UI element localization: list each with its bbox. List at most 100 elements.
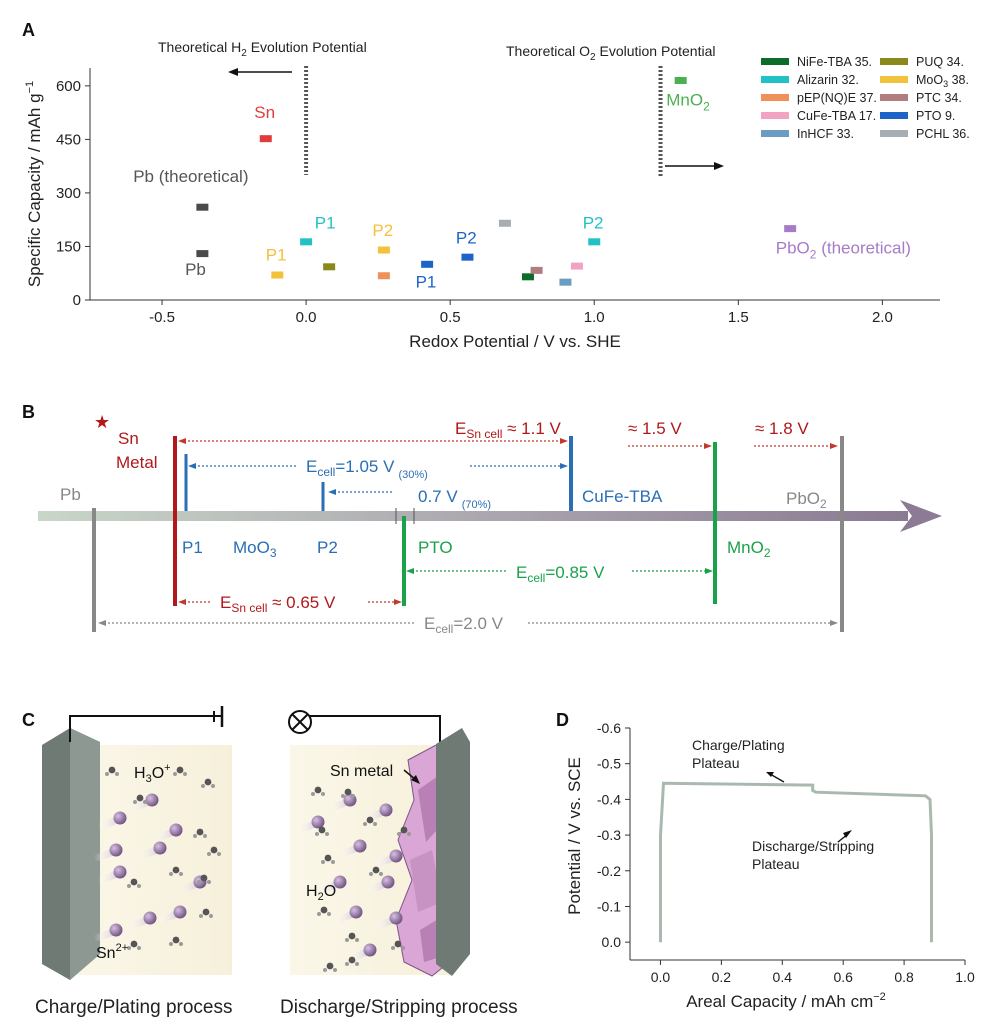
legend-swatch xyxy=(761,76,789,83)
legend-label: PCHL 36. xyxy=(916,127,970,141)
chart-a-ticks: -0.5 0.0 0.5 1.0 1.5 2.0 0 150 300 450 600 xyxy=(56,78,893,326)
data-point xyxy=(530,266,543,274)
chart-a: -0.5 0.0 0.5 1.0 1.5 2.0 0 150 300 450 600 Pb (the… xyxy=(24,39,970,351)
data-point xyxy=(674,76,687,84)
y-tick-label: -0.1 xyxy=(597,898,621,914)
p2-label: P2 xyxy=(317,538,338,557)
y-tick-label: 600 xyxy=(56,78,81,95)
legend-label: PTO 9. xyxy=(916,109,955,123)
e-cell-20-label: Ecell=2.0 V xyxy=(424,614,504,636)
data-point xyxy=(377,246,390,254)
p1-label: P1 xyxy=(182,538,203,557)
sn-label: Sn xyxy=(118,429,139,448)
sn-metal-facet xyxy=(410,850,442,912)
water-molecule-icon xyxy=(391,946,395,950)
chart-a-legend: NiFe-TBA 35. Alizarin 32. pEP(NQ)E 37. CuFe… xyxy=(761,55,970,141)
water-molecule-icon xyxy=(183,772,187,776)
x-tick-label: 0.2 xyxy=(712,969,732,985)
panel-d-label: D xyxy=(556,710,569,730)
point-label: P2 xyxy=(456,229,477,248)
y-tick-label: 450 xyxy=(56,131,81,148)
data-point xyxy=(323,263,336,271)
data-point xyxy=(559,278,572,286)
water-molecule-icon xyxy=(108,766,116,774)
approx-18-label: ≈ 1.8 V xyxy=(755,419,809,438)
sn-ion-icon xyxy=(109,923,123,937)
water-molecule-icon xyxy=(355,938,359,942)
chart-d-series-line xyxy=(659,781,933,943)
y-tick-label: -0.6 xyxy=(597,720,621,736)
legend-swatch xyxy=(761,130,789,137)
pbo2-label: PbO2 xyxy=(786,489,827,511)
water-molecule-icon xyxy=(201,784,205,788)
water-molecule-icon xyxy=(199,914,203,918)
panel-b: B ★ Sn Metal Pb PbO2 P1 MoO3 P2 PTO CuFe… xyxy=(22,402,942,637)
water-molecule-icon xyxy=(315,832,319,836)
discharge-plateau-label-l2: Plateau xyxy=(752,856,799,872)
panel-a-label: A xyxy=(22,20,35,40)
legend-swatch xyxy=(880,112,908,119)
water-molecule-icon xyxy=(200,874,208,882)
water-molecule-icon xyxy=(348,956,356,964)
data-point xyxy=(377,272,390,280)
sn-ion-icon xyxy=(145,793,159,807)
y-tick-label: -0.2 xyxy=(597,863,621,879)
water-molecule-icon xyxy=(115,772,119,776)
label-backdrop xyxy=(508,558,632,584)
e07-label: 0.7 V (70%) xyxy=(418,487,491,511)
water-molecule-icon xyxy=(333,968,337,972)
chart-a-point-labels: Pb (theoretical) Pb Sn P1 P1 P2 P1 P2 P2 MnO2 PbO2… xyxy=(133,90,911,291)
water-molecule-icon xyxy=(197,880,201,884)
discharge-plateau-label-l1: Discharge/Stripping xyxy=(752,838,874,854)
h2o-label: H2O xyxy=(306,883,336,903)
charge-plateau-pointer xyxy=(769,773,785,783)
chart-a-xlabel: Redox Potential / V vs. SHE xyxy=(409,332,621,351)
y-tick-label: 0 xyxy=(73,292,81,309)
water-molecule-icon xyxy=(372,866,380,874)
y-tick-label: -0.5 xyxy=(597,756,621,772)
sn-ion-icon xyxy=(109,843,123,857)
arrowhead xyxy=(560,463,568,469)
sn-ion-icon xyxy=(363,943,377,957)
water-molecule-icon xyxy=(105,772,109,776)
water-molecule-icon xyxy=(173,772,177,776)
y-tick-label: -0.4 xyxy=(597,791,621,807)
data-point xyxy=(588,238,601,246)
electrode-right xyxy=(436,728,470,976)
x-tick-label: 0.0 xyxy=(651,969,671,985)
water-molecule-icon xyxy=(327,912,331,916)
panel-c: C H3O+ Sn2+ Sn metal xyxy=(22,706,518,1018)
water-molecule-icon xyxy=(203,834,207,838)
point-label: P1 xyxy=(315,214,336,233)
sn-star-icon: ★ xyxy=(94,412,110,432)
water-molecule-icon xyxy=(321,792,325,796)
arrowhead xyxy=(766,772,774,777)
arrowhead xyxy=(411,775,420,784)
arrowhead xyxy=(705,568,713,574)
legend-swatch xyxy=(880,94,908,101)
water-molecule-icon xyxy=(348,932,356,940)
y-tick-label: 150 xyxy=(56,238,81,255)
y-tick-label: -0.3 xyxy=(597,827,621,843)
panel-c-label: C xyxy=(22,710,35,730)
point-label: P1 xyxy=(266,246,287,265)
water-molecule-icon xyxy=(193,834,197,838)
legend-swatch xyxy=(880,76,908,83)
water-molecule-icon xyxy=(207,880,211,884)
water-molecule-icon xyxy=(351,794,355,798)
water-molecule-icon xyxy=(133,800,137,804)
legend-label: NiFe-TBA 35. xyxy=(797,55,872,69)
x-tick-label: 0.6 xyxy=(833,969,853,985)
x-tick-label: 1.0 xyxy=(584,309,605,326)
point-label: Pb (theoretical) xyxy=(133,167,248,186)
cufe-tba-label: CuFe-TBA xyxy=(582,487,663,506)
legend-swatch xyxy=(761,112,789,119)
data-point xyxy=(521,273,534,281)
panel-b-label: B xyxy=(22,402,35,422)
water-molecule-icon xyxy=(323,968,327,972)
water-molecule-icon xyxy=(176,766,184,774)
label-backdrop xyxy=(212,588,368,616)
water-molecule-icon xyxy=(314,786,322,794)
pto-label: PTO xyxy=(418,538,453,557)
water-molecule-icon xyxy=(169,942,173,946)
